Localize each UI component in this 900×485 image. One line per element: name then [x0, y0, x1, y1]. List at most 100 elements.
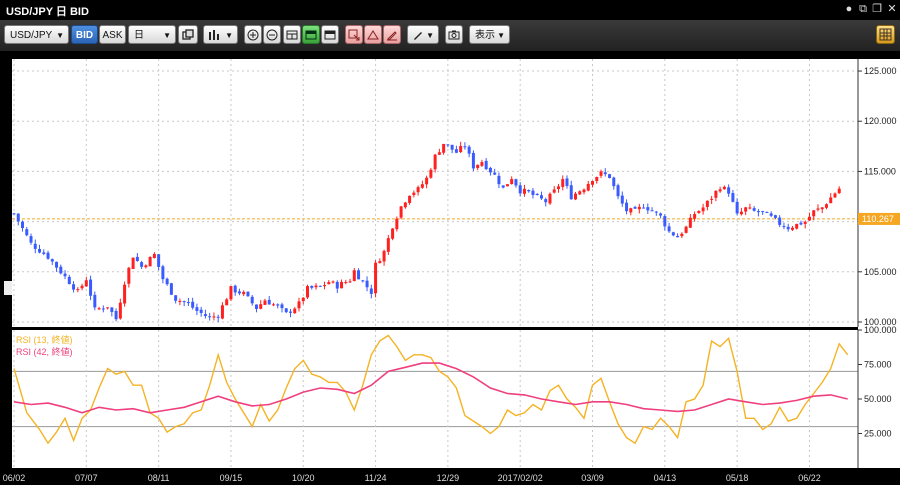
candle-body — [378, 261, 382, 264]
layout-icon[interactable] — [283, 25, 301, 44]
candle-body — [803, 221, 807, 224]
price-tick-label: 125.000 — [864, 66, 897, 76]
candle-body — [306, 286, 310, 298]
ask-button[interactable]: ASK — [99, 25, 126, 44]
symbol-select[interactable]: USD/JPY ▼ — [4, 25, 69, 44]
close-icon[interactable]: ✕ — [887, 3, 897, 15]
screenshot-icon[interactable] — [445, 25, 463, 44]
candle-body — [399, 206, 403, 218]
draw-arrow-icon[interactable] — [345, 25, 363, 44]
candle-body — [671, 232, 675, 236]
candle-body — [493, 172, 497, 175]
display-menu-button[interactable]: 表示 ▼ — [469, 25, 510, 44]
candle-body — [744, 207, 748, 212]
candle-body — [756, 211, 760, 213]
candle-body — [722, 186, 726, 190]
chart-type-select[interactable]: ▼ — [203, 25, 238, 44]
symbol-value: USD/JPY — [10, 30, 53, 41]
candle-body — [812, 210, 816, 217]
settings-icon[interactable] — [876, 25, 895, 44]
candle-body — [693, 214, 697, 219]
price-tick-label: 100.000 — [864, 317, 897, 327]
candle-body — [84, 280, 88, 287]
candle-body — [471, 152, 475, 169]
date-tick-label: 06/22 — [798, 473, 821, 483]
candle-body — [429, 169, 433, 178]
candle-body — [420, 184, 424, 188]
clone-icon[interactable] — [178, 25, 198, 44]
candle-body — [118, 302, 122, 319]
candle-body — [637, 206, 641, 210]
candle-body — [42, 252, 46, 254]
candle-body — [212, 316, 216, 318]
candle-body — [676, 235, 680, 238]
rsi-tick-label: 25.000 — [864, 429, 892, 439]
candle-body — [254, 304, 258, 309]
candle-body — [284, 308, 288, 313]
candle-body — [365, 280, 369, 288]
candle-body — [271, 304, 275, 306]
candle-body — [574, 193, 578, 200]
candle-body — [148, 256, 152, 267]
rsi-axis-labels: 100.000 75.000 50.000 25.000 — [857, 325, 897, 468]
candle-body — [348, 281, 352, 283]
drawing-tools-select[interactable]: ▼ — [407, 25, 439, 44]
candle-body — [233, 285, 237, 293]
candle-body — [169, 283, 173, 295]
period-select[interactable]: 日 ▼ — [128, 25, 176, 44]
price-panel[interactable] — [12, 59, 858, 327]
candle-body — [501, 185, 505, 188]
candle-body — [731, 193, 735, 202]
candle-body — [433, 154, 437, 170]
period-value: 日 — [134, 30, 144, 41]
candle-body — [697, 210, 701, 214]
candle-body — [242, 291, 246, 295]
candle-body — [569, 185, 573, 200]
candle-body — [225, 299, 229, 306]
candle-body — [782, 226, 786, 228]
candle-body — [76, 289, 80, 291]
candle-body — [595, 176, 599, 182]
candle-body — [97, 308, 101, 310]
rsi-panel[interactable] — [12, 330, 858, 468]
candle-body — [442, 143, 446, 153]
window-green-icon[interactable] — [302, 25, 320, 44]
candle-body — [505, 184, 509, 187]
candle-body — [416, 187, 420, 193]
candle-body — [135, 256, 139, 262]
window-icon[interactable] — [321, 25, 339, 44]
minimize-icon[interactable]: ● — [845, 3, 853, 15]
zoom-in-icon[interactable] — [244, 25, 262, 44]
candle-body — [344, 282, 348, 284]
price-tick-label: 115.000 — [864, 166, 896, 176]
candle-body — [29, 236, 33, 243]
candle-body — [437, 152, 441, 155]
price-gridlines — [12, 70, 858, 323]
candle-body — [488, 167, 492, 173]
zoom-out-icon[interactable] — [263, 25, 281, 44]
resize-handle[interactable] — [4, 281, 12, 295]
candle-body — [552, 189, 556, 193]
bid-button[interactable]: BID — [71, 25, 98, 44]
candle-body — [654, 211, 658, 213]
date-tick-label: 09/15 — [220, 473, 243, 483]
candle-body — [178, 300, 182, 302]
candle-body — [548, 193, 552, 204]
candle-body — [182, 301, 186, 303]
maximize-icon[interactable]: ❐ — [872, 3, 882, 15]
chevron-down-icon: ▼ — [426, 31, 434, 40]
price-chart[interactable]: 125.000120.000115.000110.000105.000100.0… — [0, 51, 900, 485]
current-price-label: 110.267 — [862, 214, 894, 224]
candle-body — [110, 307, 114, 312]
candle-body — [220, 305, 224, 319]
candle-body — [735, 201, 739, 214]
candle-body — [297, 301, 301, 309]
draw-shape-icon[interactable] — [364, 25, 382, 44]
candle-body — [565, 178, 569, 186]
candle-body — [625, 202, 629, 212]
candle-body — [450, 144, 454, 150]
draw-edit-icon[interactable] — [383, 25, 401, 44]
chevron-down-icon: ▼ — [225, 31, 233, 40]
restore-icon[interactable]: ⧉ — [859, 3, 867, 15]
candle-body — [327, 282, 331, 285]
